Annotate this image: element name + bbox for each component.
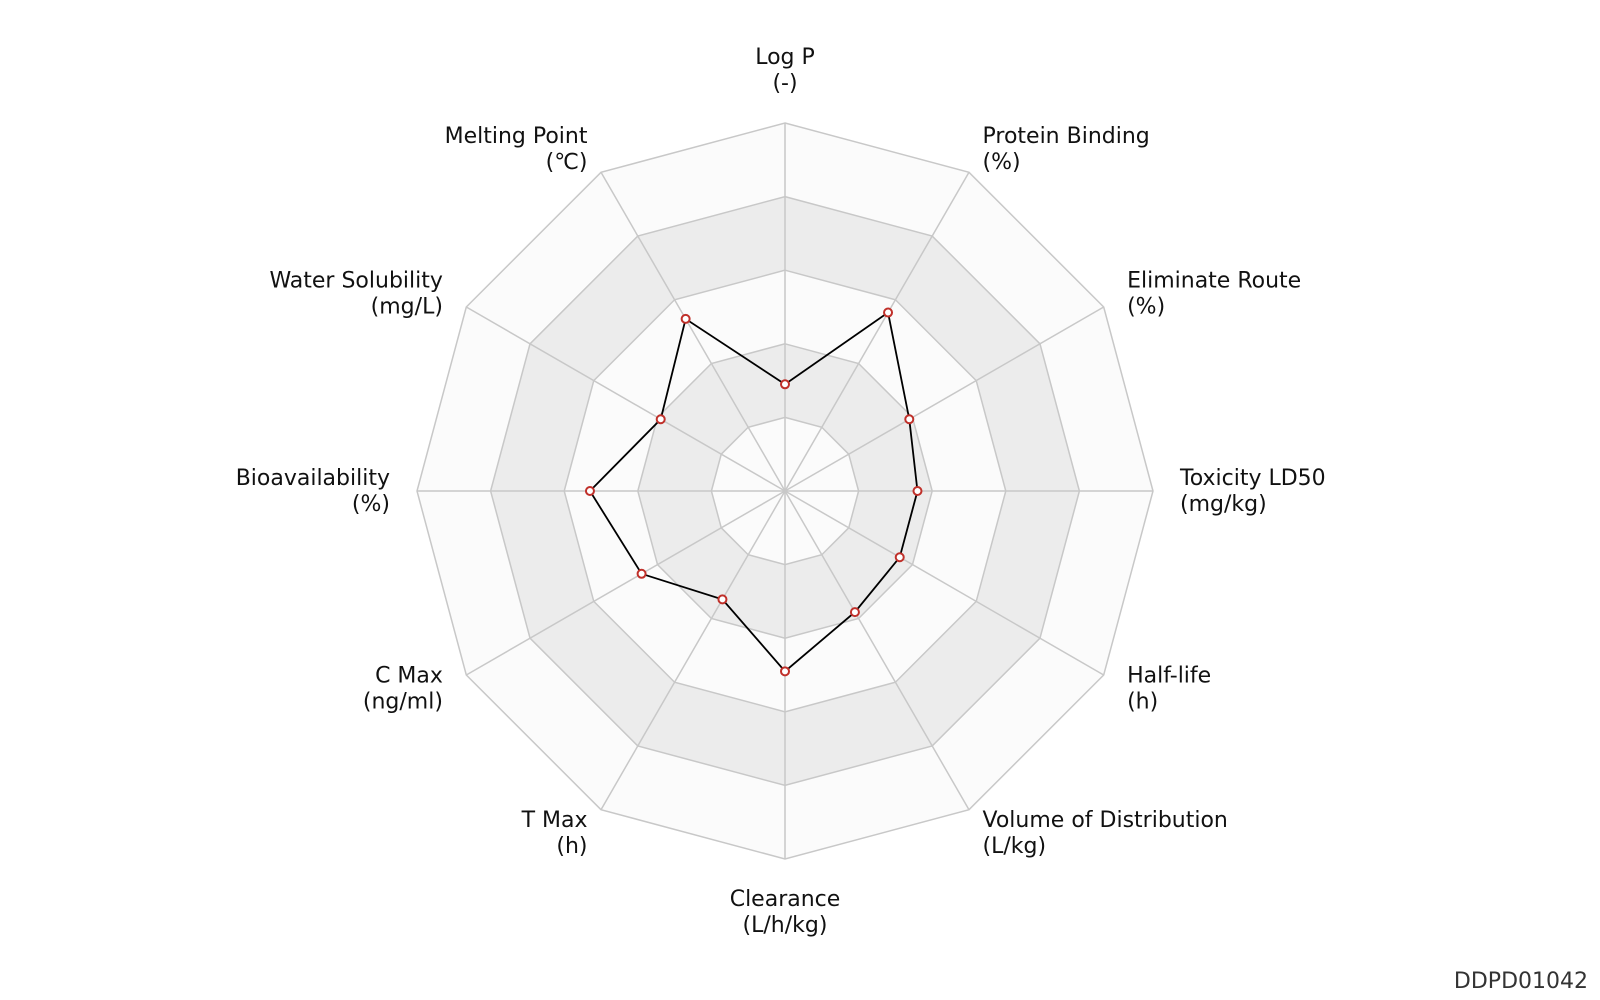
- axis-unit: (ng/ml): [363, 690, 443, 715]
- axis-label-10: Water Solubility (mg/L): [269, 269, 442, 320]
- data-point: [584, 486, 595, 496]
- data-point: [780, 666, 790, 677]
- axis-unit: (L/h/kg): [743, 913, 828, 938]
- axis-name: Clearance: [730, 887, 841, 912]
- axis-name: Protein Binding: [983, 124, 1150, 149]
- axis-name: T Max: [521, 808, 588, 833]
- axis-unit: (-): [772, 71, 797, 96]
- axis-label-5: Volume of Distribution (L/kg): [983, 808, 1228, 859]
- axis-label-7: T Max (h): [521, 808, 588, 859]
- axis-name: Eliminate Route: [1127, 269, 1301, 294]
- radar-spoke: [784, 306, 1105, 492]
- data-point: [894, 552, 905, 563]
- axis-name: Volume of Distribution: [983, 808, 1228, 833]
- axis-label-0: Log P (-): [755, 45, 815, 96]
- radar-spoke: [784, 171, 970, 492]
- axis-label-1: Protein Binding (%): [983, 124, 1150, 175]
- axis-name: Log P: [755, 45, 815, 70]
- radar-spoke: [784, 490, 1105, 676]
- axis-label-3: Toxicity LD50 (mg/kg): [1179, 466, 1326, 517]
- data-point: [717, 594, 728, 605]
- data-point: [780, 379, 790, 390]
- axis-unit: (mg/L): [371, 295, 443, 320]
- axis-name: Half-life: [1127, 664, 1211, 689]
- data-point: [912, 486, 923, 496]
- data-point: [883, 307, 894, 318]
- axis-unit: (%): [352, 492, 390, 517]
- data-point: [655, 414, 666, 425]
- axis-label-8: C Max (ng/ml): [363, 664, 443, 715]
- axis-label-2: Eliminate Route (%): [1127, 269, 1301, 320]
- axis-name: C Max: [375, 664, 443, 689]
- radar-spoke: [784, 490, 970, 811]
- axis-unit: (℃): [546, 150, 588, 175]
- axis-label-11: Melting Point (℃): [445, 124, 588, 175]
- radar-spoke: [465, 306, 786, 492]
- axis-label-9: Bioavailability (%): [236, 466, 390, 517]
- axis-unit: (L/kg): [983, 834, 1047, 859]
- axis-unit: (%): [1127, 295, 1165, 320]
- data-point: [904, 414, 915, 425]
- radar-spoke: [465, 490, 786, 676]
- axis-unit: (mg/kg): [1180, 492, 1267, 517]
- axis-label-6: Clearance (L/h/kg): [730, 887, 841, 938]
- radar-spokes: [417, 123, 1153, 859]
- axis-unit: (h): [556, 834, 587, 859]
- axis-name: Water Solubility: [269, 269, 442, 294]
- figure-id: DDPD01042: [1453, 969, 1588, 994]
- axis-labels: Log P (-)Protein Binding (%)Eliminate Rout…: [236, 45, 1326, 938]
- axis-label-4: Half-life (h): [1127, 664, 1211, 715]
- data-point: [849, 607, 860, 618]
- axis-name: Melting Point: [445, 124, 588, 149]
- radar-spoke: [600, 490, 786, 811]
- axis-name: Toxicity LD50: [1179, 466, 1326, 491]
- radar-spoke: [600, 171, 786, 492]
- axis-name: Bioavailability: [236, 466, 390, 491]
- data-point: [680, 313, 691, 324]
- data-point: [636, 568, 647, 579]
- axis-unit: (h): [1127, 690, 1158, 715]
- radar-series: [584, 307, 923, 677]
- axis-unit: (%): [983, 150, 1021, 175]
